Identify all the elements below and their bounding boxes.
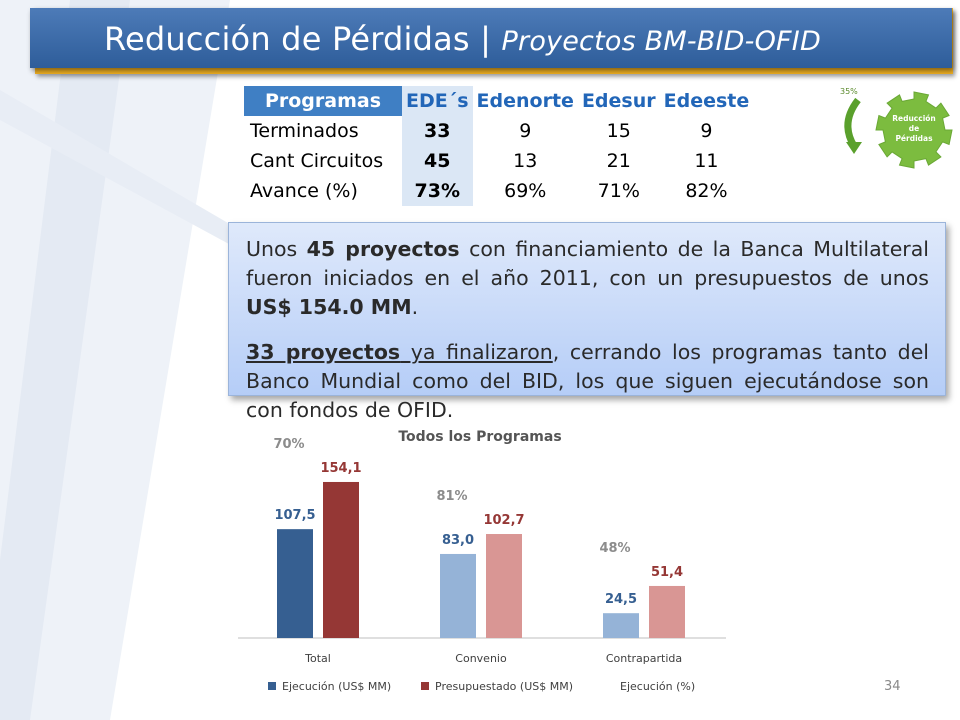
table-cell: 15 <box>606 120 631 142</box>
category-tick-label: Contrapartida <box>606 652 682 665</box>
bar-presupuestado-contrapartida <box>649 585 685 638</box>
curved-arrow-icon <box>844 97 861 148</box>
bar-ejecucion-contrapartida <box>603 613 639 638</box>
category-tick-label: Total <box>304 652 331 665</box>
table-row-label: Avance (%) <box>250 180 358 202</box>
info-text: Unos <box>246 237 307 261</box>
legend-label-porcentaje: Ejecución (%) <box>620 680 695 693</box>
info-box: Unos 45 proyectos con financiamiento de … <box>228 222 946 422</box>
legend-swatch-presupuestado <box>421 682 429 690</box>
table-row: Cant Circuitos 45 13 21 11 <box>244 146 753 176</box>
table-row-label: Cant Circuitos <box>250 150 384 172</box>
bar-presupuestado-total <box>323 481 359 638</box>
table-cell: 82% <box>685 180 728 202</box>
info-paragraph-1: Unos 45 proyectos con financiamiento de … <box>246 235 929 322</box>
table-header-cell: EDE´s <box>402 86 473 116</box>
gear-label-2: de <box>909 124 919 133</box>
table-cell: 33 <box>402 116 473 146</box>
data-label-presupuestado: 154,1 <box>320 461 361 476</box>
data-label-presupuestado: 102,7 <box>483 513 524 528</box>
gear-label-3: Pérdidas <box>895 134 933 143</box>
table-cell: 9 <box>700 120 713 142</box>
table-cell: 73% <box>402 176 473 206</box>
title-main: Reducción de Pérdidas | <box>104 20 502 58</box>
gear-body <box>875 91 953 169</box>
table-header-row: Programas EDE´s Edenorte Edesur Edeeste <box>244 86 753 116</box>
table-row-label: Terminados <box>250 120 359 142</box>
data-label-porcentaje: 48% <box>599 541 630 556</box>
table-cell: 9 <box>519 120 532 142</box>
table-cell: 11 <box>694 150 719 172</box>
chart-title: Todos los Programas <box>398 429 561 445</box>
title-banner <box>30 8 952 68</box>
table-cell: 45 <box>402 146 473 176</box>
category-tick-label: Convenio <box>455 652 507 665</box>
data-label-porcentaje: 70% <box>273 437 304 452</box>
gear-icon: 35% Reducción de Pérdidas <box>840 87 953 169</box>
title-subtitle: Proyectos BM-BID-OFID <box>501 26 821 57</box>
table-cell: 13 <box>513 150 538 172</box>
info-emphasis: US$ 154.0 MM <box>246 295 412 319</box>
legend-label-ejecucion: Ejecución (US$ MM) <box>282 680 391 693</box>
info-text: con financiamiento de la Banca Multilate… <box>246 237 929 290</box>
bar-ejecucion-convenio <box>440 553 476 638</box>
table-header-cell: Edeeste <box>663 90 750 112</box>
data-label-ejecucion: 83,0 <box>442 533 474 548</box>
gear-shape <box>875 91 953 169</box>
info-emphasis: 33 proyectos <box>246 340 401 364</box>
info-text: , cerrando los programas tanto del Banco… <box>246 340 930 422</box>
data-label-porcentaje: 81% <box>436 489 467 504</box>
slide-title: Reducción de Pérdidas | Proyectos BM-BID… <box>104 20 821 58</box>
info-text: . <box>411 295 419 319</box>
page-number: 34 <box>884 679 901 694</box>
info-paragraph-2: 33 proyectos ya finalizaron, cerrando lo… <box>246 338 929 425</box>
gear-arrow-label: 35% <box>840 87 858 96</box>
table-row: Avance (%) 73% 69% 71% 82% <box>244 176 753 206</box>
table-header-cell: Edesur <box>581 90 656 112</box>
data-label-ejecucion: 24,5 <box>605 592 637 607</box>
programs-table: Programas EDE´s Edenorte Edesur Edeeste … <box>244 86 753 206</box>
bar-chart: Todos los Programas 107,5 154,1 70% Total 83,… <box>238 429 726 693</box>
bar-ejecucion-total <box>277 529 313 638</box>
table-row: Terminados 33 9 15 9 <box>244 116 753 146</box>
table-header-cell: Edenorte <box>476 90 574 112</box>
info-underlined: ya finalizaron <box>400 340 553 364</box>
data-label-presupuestado: 51,4 <box>651 565 683 580</box>
table-cell: 71% <box>597 180 640 202</box>
legend-swatch-ejecucion <box>268 682 276 690</box>
table-cell: 69% <box>504 180 547 202</box>
info-emphasis: 45 proyectos <box>306 237 460 261</box>
bar-presupuestado-convenio <box>486 534 522 638</box>
data-label-ejecucion: 107,5 <box>274 508 315 523</box>
table-header-cell: Programas <box>244 86 402 116</box>
arrow-head-icon <box>846 142 862 154</box>
table-cell: 21 <box>606 150 631 172</box>
gear-label-1: Reducción <box>892 114 936 123</box>
legend-label-presupuestado: Presupuestado (US$ MM) <box>435 680 573 693</box>
